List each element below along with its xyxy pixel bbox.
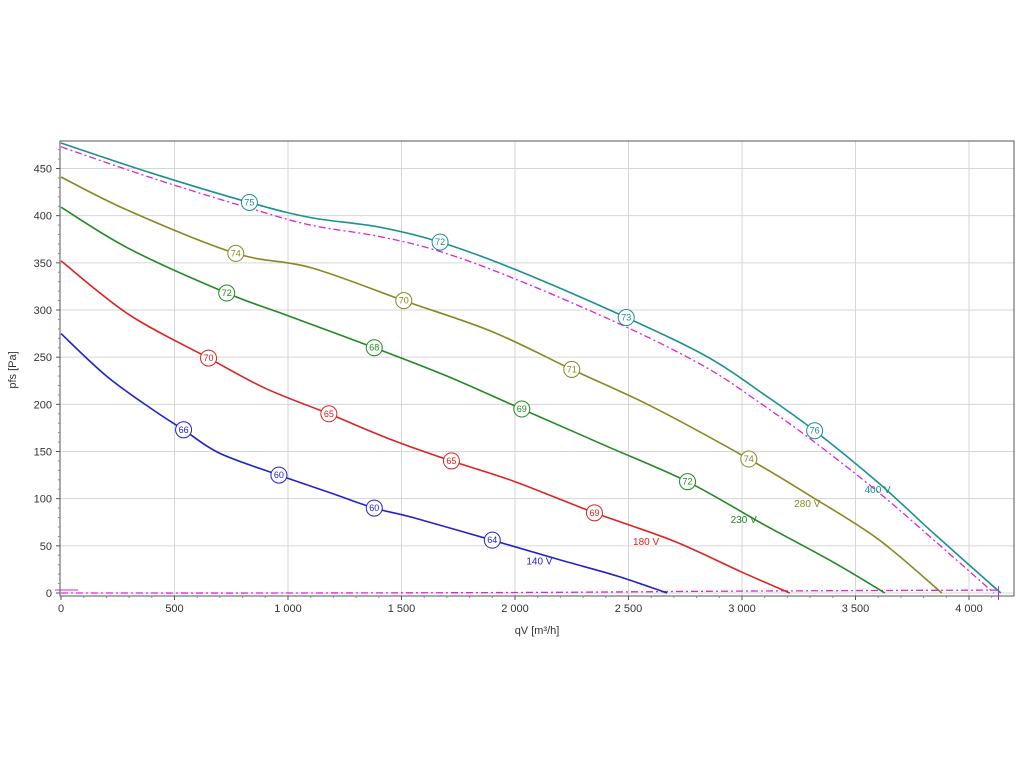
- efficiency-marker-label: 76: [810, 426, 820, 436]
- efficiency-marker-label: 70: [204, 353, 214, 363]
- series-label: 400 V: [865, 485, 891, 496]
- efficiency-marker: [617, 309, 635, 327]
- efficiency-marker-label: 71: [567, 364, 577, 374]
- efficiency-marker: [395, 292, 413, 310]
- efficiency-marker: [563, 360, 581, 378]
- reference-line: [60, 589, 1001, 594]
- efficiency-marker-label: 74: [231, 248, 241, 258]
- efficiency-marker-label: 60: [274, 470, 284, 480]
- efficiency-marker: [175, 421, 193, 439]
- efficiency-marker-label: 64: [487, 535, 497, 545]
- efficiency-marker: [270, 466, 288, 484]
- y-tick-label: 400: [34, 211, 52, 223]
- plot-frame: [59, 140, 1015, 597]
- series-label: 180 V: [633, 537, 659, 548]
- y-tick-label: 350: [34, 258, 52, 270]
- efficiency-marker-label: 66: [179, 425, 189, 435]
- series-labels: 140 V 180 V 230 V 280 V 400 V: [526, 485, 891, 568]
- x-tick-label: 3 500: [842, 603, 870, 615]
- efficiency-marker-label: 65: [446, 456, 456, 466]
- efficiency-marker-label: 69: [589, 508, 599, 518]
- efficiency-marker-label: 72: [222, 288, 232, 298]
- x-tick-label: 1 000: [274, 603, 302, 615]
- efficiency-marker-label: 73: [621, 313, 631, 323]
- x-tick-label: 3 000: [728, 603, 756, 615]
- x-tick-label: 0: [58, 603, 64, 615]
- efficiency-marker: [320, 405, 338, 423]
- efficiency-marker: [218, 284, 236, 302]
- efficiency-marker: [806, 422, 824, 440]
- efficiency-marker-label: 75: [244, 197, 254, 207]
- efficiency-marker: [200, 349, 218, 367]
- efficiency-marker-label: 68: [369, 343, 379, 353]
- series-line: [60, 260, 791, 594]
- efficiency-marker: [442, 452, 460, 470]
- series-label: 140 V: [526, 557, 552, 568]
- efficiency-marker-label: 72: [683, 477, 693, 487]
- series-line: [60, 176, 943, 594]
- efficiency-marker: [679, 473, 697, 491]
- efficiency-marker: [240, 193, 258, 211]
- y-tick-label: 250: [34, 352, 52, 364]
- efficiency-marker: [483, 531, 501, 549]
- plot-background: [60, 141, 1014, 596]
- y-tick-label: 100: [34, 494, 52, 506]
- y-tick-label: 200: [34, 399, 52, 411]
- efficiency-markers: 66 60 60 64 70 65 65 69 72 68 69 72 74 70 71 74 75 72 73 76: [175, 193, 824, 549]
- efficiency-marker: [365, 499, 383, 517]
- efficiency-marker-label: 60: [369, 503, 379, 513]
- series-line: [60, 206, 886, 594]
- efficiency-marker: [585, 504, 603, 522]
- efficiency-marker-label: 69: [517, 404, 527, 414]
- x-tick-label: 500: [165, 603, 183, 615]
- efficiency-marker: [740, 450, 758, 468]
- x-tick-label: 4 000: [955, 603, 983, 615]
- y-tick-label: 300: [34, 305, 52, 317]
- y-tick-label: 50: [40, 541, 52, 553]
- efficiency-marker: [365, 339, 383, 357]
- series-line: [60, 333, 668, 594]
- y-axis-title: pfs [Pa]: [7, 351, 19, 388]
- y-tick-label: 450: [34, 164, 52, 176]
- grid: [60, 141, 1014, 596]
- series-label: 280 V: [794, 499, 820, 510]
- efficiency-marker-label: 65: [324, 409, 334, 419]
- y-tick-label: 0: [46, 588, 52, 600]
- efficiency-marker-label: 72: [435, 237, 445, 247]
- x-tick-label: 1 500: [388, 603, 416, 615]
- efficiency-marker-label: 70: [399, 296, 409, 306]
- efficiency-marker-label: 74: [744, 454, 754, 464]
- efficiency-marker: [227, 244, 245, 262]
- efficiency-marker: [431, 233, 449, 251]
- axis-ticks: 0 500 1 000 1 500 2 000 2 500 3 000 3 500 4 000 0…: [34, 149, 993, 615]
- series-label: 230 V: [731, 515, 757, 526]
- y-tick-label: 150: [34, 447, 52, 459]
- x-axis-title: qV [m³/h]: [515, 625, 560, 637]
- x-tick-label: 2 500: [615, 603, 643, 615]
- efficiency-marker: [513, 400, 531, 418]
- x-tick-label: 2 000: [501, 603, 529, 615]
